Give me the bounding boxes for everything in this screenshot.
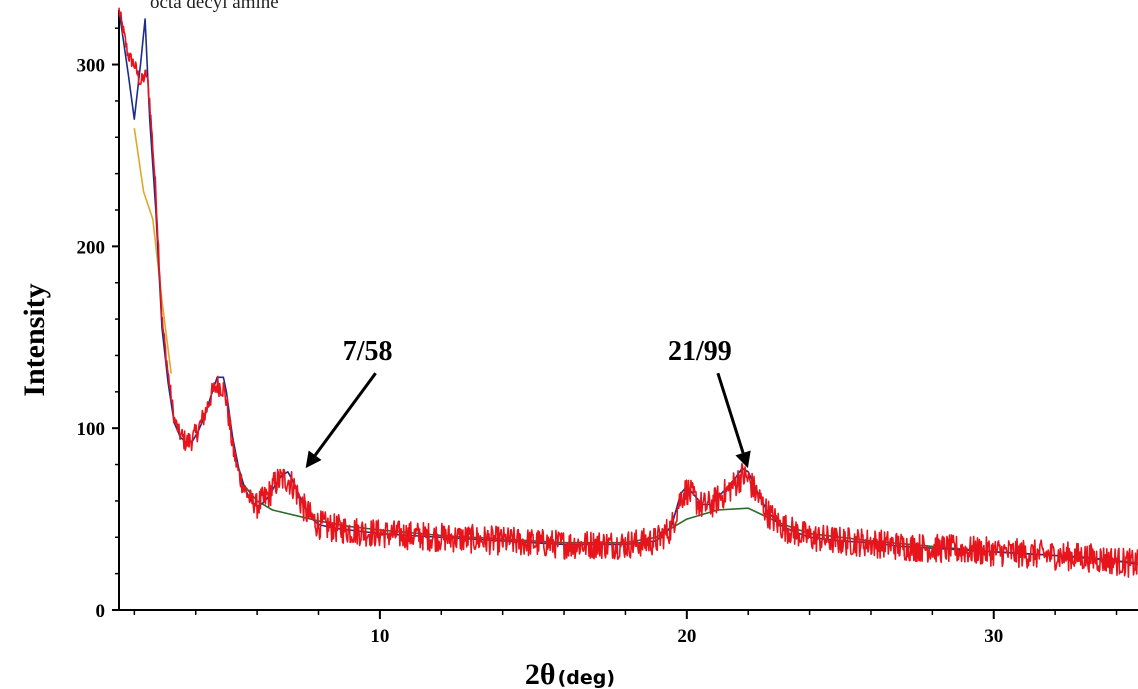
annotation-arrow-shaft [313,372,377,457]
y-tick-label: 300 [77,56,106,77]
x-axis-unit: (deg) [558,667,615,689]
x-ticks: 10 20 30 [133,610,1118,647]
y-tick-label: 200 [77,237,106,258]
series-noisy-line [118,7,1138,578]
annotation-arrow-head [305,450,322,469]
x-tick-label: 30 [984,626,1003,647]
x-axis-label: 2θ [525,658,556,689]
annotation-arrow-shaft [716,372,745,454]
x-tick-label: 10 [370,626,389,647]
annotation-label: 7/58 [343,336,393,367]
series-smooth-line [133,128,172,374]
series-layer [118,7,1138,578]
x-axis-label-group: 2θ (deg) [525,658,615,689]
annotations: 7/58 21/99 [305,336,751,469]
annotation-label: 21/99 [668,336,732,367]
y-axis-label: Intensity [18,283,51,396]
y-tick-label: 0 [96,601,106,622]
chart-title-partial: octa decyl amine [150,0,279,13]
y-ticks: 0 100 200 300 [77,27,119,622]
x-tick-label: 20 [677,626,696,647]
y-tick-label: 100 [77,419,106,440]
annotation-arrow-head [735,450,751,469]
